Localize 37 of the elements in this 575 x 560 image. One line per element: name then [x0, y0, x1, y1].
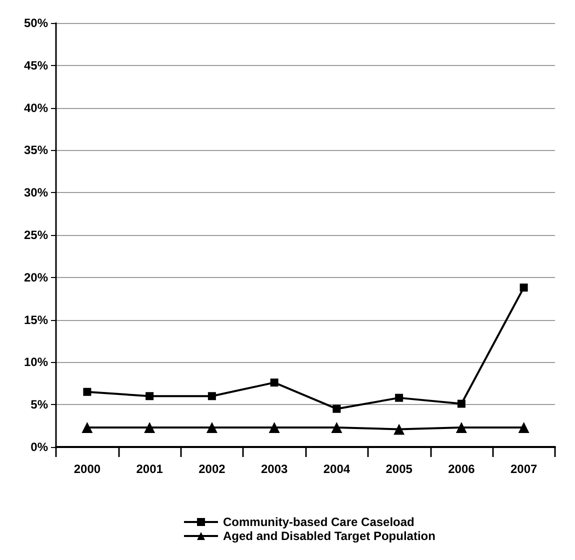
point	[394, 424, 405, 435]
point	[520, 284, 528, 292]
point	[332, 404, 341, 413]
y-tick-label: 0%	[30, 440, 48, 454]
point	[395, 394, 404, 402]
y-tick-label: 50%	[24, 16, 48, 30]
y-tick-label: 40%	[24, 100, 48, 115]
x-tick-label: 2005	[386, 462, 413, 476]
legend-label: Aged and Disabled Target Population	[223, 529, 436, 543]
y-tick-label: 35%	[24, 143, 48, 158]
point	[331, 422, 342, 433]
y-tick-label: 5%	[30, 398, 48, 412]
x-tick-label: 2000	[74, 462, 101, 476]
point	[208, 392, 216, 400]
y-tick-label: 20%	[24, 270, 48, 284]
y-tick-label: 10%	[24, 355, 48, 370]
point	[457, 400, 466, 408]
point	[82, 422, 93, 433]
x-tick-label: 2001	[136, 462, 164, 476]
point	[518, 422, 530, 433]
y-tick-label: 30%	[24, 186, 48, 200]
y-tick-label: 25%	[24, 228, 48, 242]
x-tick-label: 2002	[198, 462, 226, 476]
y-tick-label: 45%	[24, 58, 48, 72]
point	[206, 422, 218, 433]
point	[146, 392, 154, 400]
point	[456, 422, 467, 433]
point	[83, 388, 92, 396]
legend-label: Community-based Care Caseload	[223, 515, 414, 529]
x-tick-label: 2004	[323, 462, 350, 476]
x-tick-label: 2007	[510, 462, 538, 476]
point	[270, 378, 278, 387]
y-tick-label: 15%	[24, 312, 48, 327]
x-tick-label: 2003	[260, 462, 288, 476]
point	[144, 422, 156, 433]
x-tick-label: 2006	[448, 462, 476, 476]
point	[268, 422, 280, 433]
